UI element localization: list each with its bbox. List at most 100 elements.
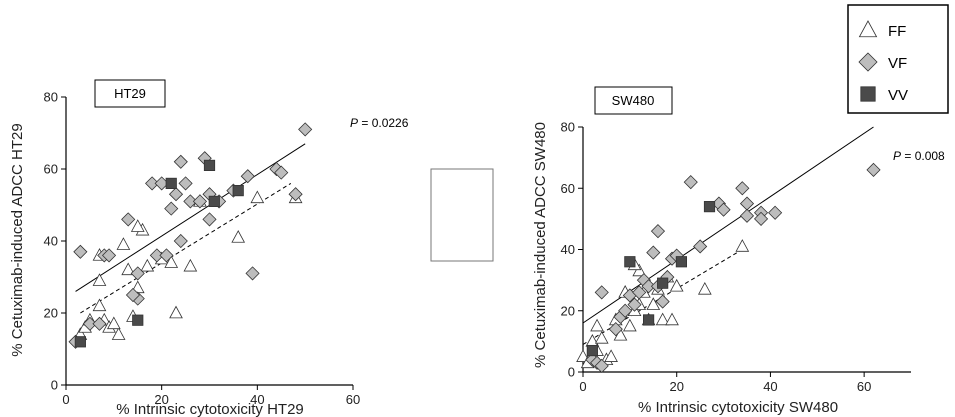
sw480-point-ff xyxy=(594,330,609,344)
ht29-point-vf xyxy=(183,194,198,209)
legend-label-vf: VF xyxy=(888,55,907,72)
sw480-point-vf xyxy=(753,211,769,226)
ht29-y-tick-label: 0 xyxy=(51,378,58,393)
sw480-point-vf xyxy=(866,162,881,177)
ht29-x-tick-label: 40 xyxy=(250,392,264,407)
ht29-p-value: P = 0.0226 xyxy=(350,116,409,130)
ht29-point-vf xyxy=(173,233,188,249)
ht29-y-axis-label: % Cetuximab-induced ADCC HT29 xyxy=(9,123,26,356)
ht29-x-tick-label: 60 xyxy=(346,392,360,407)
sw480-point-vv xyxy=(675,256,688,268)
ht29-point-vf xyxy=(245,266,260,281)
sw480-point-vf xyxy=(608,322,623,337)
ht29-point-vf xyxy=(159,248,174,263)
sw480-x-tick-label: 60 xyxy=(857,379,871,394)
ht29-point-vf xyxy=(82,316,97,331)
ht29-point-vv xyxy=(165,177,177,189)
ht29-point-vv xyxy=(132,314,144,326)
sw480-y-tick-label: 80 xyxy=(561,120,575,135)
ht29-point-ff xyxy=(92,273,107,286)
ht29-point-ff xyxy=(169,305,183,319)
ht29-y-tick-label: 20 xyxy=(44,306,58,321)
empty-box xyxy=(430,168,494,262)
ht29-x-tick-label: 20 xyxy=(154,392,168,407)
sw480-point-vf xyxy=(735,181,750,196)
sw480-p-value: P = 0.008 xyxy=(893,149,945,163)
ht29-point-ff xyxy=(250,190,265,204)
ht29-point-vv xyxy=(208,195,220,207)
sw480-x-tick-label: 20 xyxy=(669,379,683,394)
ht29-panel-label-box xyxy=(94,79,166,108)
sw480-x-tick-label: 0 xyxy=(579,379,586,394)
ht29-point-vf xyxy=(92,316,107,331)
sw480-point-ff xyxy=(590,318,604,332)
ht29-point-vf xyxy=(274,165,289,180)
ht29-point-vf xyxy=(288,187,303,202)
ht29-x-axis-label: % Intrinsic cytotoxicity HT29 xyxy=(116,401,304,417)
sw480-y-tick-label: 40 xyxy=(561,242,575,257)
sw480-x-axis-label: % Intrinsic cytotoxicity SW480 xyxy=(638,399,838,416)
ht29-x-tick-label: 0 xyxy=(62,392,69,407)
ht29-y-tick-label: 40 xyxy=(44,234,58,249)
sw480-point-vf xyxy=(594,358,609,373)
sw480-point-vf xyxy=(683,175,698,190)
ht29-point-ff xyxy=(164,255,179,268)
ht29-point-ff xyxy=(140,258,155,272)
sw480-point-ff xyxy=(623,318,637,332)
ht29-point-vf xyxy=(130,266,145,281)
sw480-panel-label: SW480 xyxy=(612,93,655,108)
ht29-point-vf xyxy=(121,212,136,227)
ht29-point-vf xyxy=(168,187,184,202)
ht29-point-ff xyxy=(111,327,126,340)
sw480-point-ff xyxy=(604,349,618,362)
sw480-point-ff xyxy=(655,312,670,326)
sw480-p-number: = 0.008 xyxy=(901,149,945,163)
sw480-point-vf xyxy=(632,285,647,300)
sw480-point-vf xyxy=(716,202,731,217)
ht29-point-vf xyxy=(73,244,88,259)
ht29-p-symbol: P xyxy=(350,116,358,130)
sw480-point-vf xyxy=(650,224,666,239)
sw480-point-vv xyxy=(657,277,669,289)
ht29-point-ff xyxy=(231,230,246,243)
sw480-point-vf xyxy=(646,245,661,260)
ht29-point-ff xyxy=(130,219,145,232)
ht29-point-ff xyxy=(116,237,131,250)
sw480-point-ff xyxy=(697,281,712,295)
sw480-point-vf xyxy=(768,205,783,220)
sw480-point-ff xyxy=(665,312,679,326)
sw480-y-tick-label: 60 xyxy=(561,181,575,196)
sw480-point-ff xyxy=(669,278,684,292)
sw480-y-axis-label: % Cetuximab-induced ADCC SW480 xyxy=(532,122,549,368)
ht29-panel-label: HT29 xyxy=(114,86,146,101)
sw480-point-vv xyxy=(643,314,655,326)
ht29-point-vv xyxy=(232,184,244,197)
sw480-point-vf xyxy=(641,279,656,294)
ht29-point-vf xyxy=(240,169,255,184)
ht29-p-number: = 0.0226 xyxy=(358,116,409,130)
sw480-point-vf xyxy=(655,294,670,309)
ht29-point-vf xyxy=(173,154,188,169)
sw480-point-vf xyxy=(693,239,708,254)
chart-ht29: 0 20 40 60 0 20 40 60 80 HT29 P = 0.0226 % Intri… xyxy=(9,79,409,417)
ht29-point-vf xyxy=(192,194,207,209)
ht29-point-vf xyxy=(178,176,193,191)
ht29-fit-line-solid xyxy=(75,143,306,292)
legend: FF VF VV xyxy=(847,4,949,114)
sw480-point-vf xyxy=(627,297,642,312)
ht29-point-vf xyxy=(202,212,217,227)
sw480-x-tick-label: 40 xyxy=(763,379,777,394)
sw480-point-ff xyxy=(735,239,750,252)
sw480-point-vf xyxy=(594,285,609,300)
ht29-point-vv xyxy=(74,336,86,348)
sw480-point-vf xyxy=(618,303,633,318)
ht29-point-vf xyxy=(149,248,164,263)
legend-label-vv: VV xyxy=(888,87,908,104)
sw480-point-ff xyxy=(646,297,661,310)
sw480-point-vv xyxy=(586,344,598,357)
legend-marker-vf xyxy=(858,52,878,72)
ht29-fit-line-dashed xyxy=(80,182,292,314)
sw480-point-vf xyxy=(739,208,755,223)
sw480-point-ff xyxy=(632,263,647,277)
